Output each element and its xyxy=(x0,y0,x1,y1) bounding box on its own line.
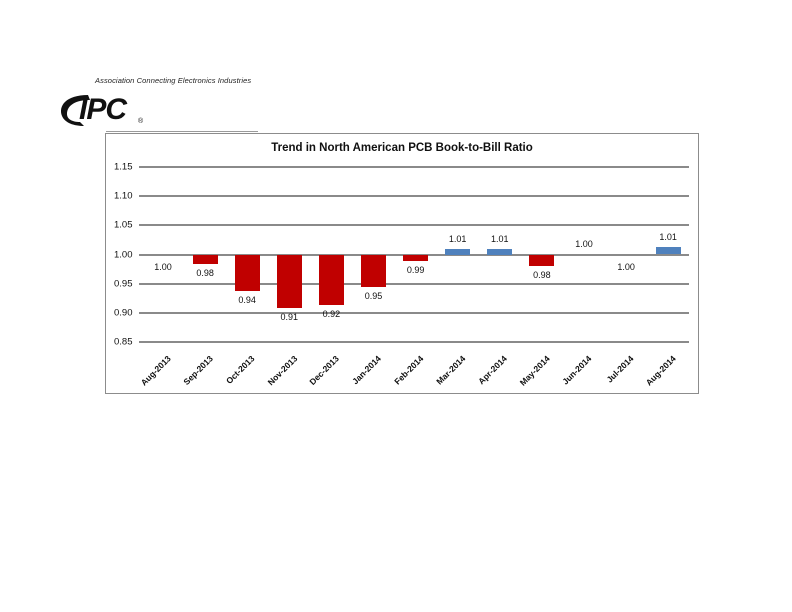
data-label: 0.91 xyxy=(280,311,299,322)
bar-apr-2014 xyxy=(487,249,513,255)
logo-divider xyxy=(106,131,258,132)
data-label: 1.01 xyxy=(659,231,677,242)
registered-mark: ® xyxy=(138,118,144,125)
x-tick-label: Feb-2014 xyxy=(392,353,426,387)
bar-feb-2014 xyxy=(403,254,429,261)
data-label: 0.98 xyxy=(533,270,551,281)
bar-jan-2014 xyxy=(361,254,386,288)
data-label: 1.01 xyxy=(448,234,467,245)
chart-title: Trend in North American PCB Book-to-Bill… xyxy=(271,142,533,154)
data-label: 0.99 xyxy=(406,264,425,275)
x-tick-label: Jul-2014 xyxy=(604,353,636,385)
x-tick-label: Jun-2014 xyxy=(560,353,594,387)
bar-may-2014 xyxy=(529,254,555,267)
x-tick-label: Oct-2013 xyxy=(224,353,257,386)
x-tick-label: Apr-2014 xyxy=(476,353,510,387)
y-tick-label: 0.95 xyxy=(114,278,133,290)
gridline xyxy=(139,195,689,198)
data-label: 1.01 xyxy=(491,234,509,245)
y-tick-label: 1.10 xyxy=(114,190,133,202)
x-tick-label: Sep-2013 xyxy=(181,353,215,387)
logo-tagline: Association Connecting Electronics Indus… xyxy=(95,76,252,85)
y-tick-label: 1.00 xyxy=(114,249,133,260)
y-tick-label: 1.05 xyxy=(114,219,133,231)
data-label: 0.98 xyxy=(196,268,214,279)
y-tick-label: 1.15 xyxy=(114,161,133,173)
gridline xyxy=(139,311,689,314)
y-tick-label: 0.85 xyxy=(114,336,133,348)
gridline xyxy=(139,282,689,285)
x-tick-label: Nov-2013 xyxy=(265,353,299,388)
chart: Trend in North American PCB Book-to-Bill… xyxy=(105,133,699,394)
x-tick-label: Aug-2013 xyxy=(138,353,173,388)
x-tick-label: Dec-2013 xyxy=(307,353,341,387)
y-tick-label: 0.90 xyxy=(114,307,133,319)
ipc-logo: Association Connecting Electronics Indus… xyxy=(58,74,258,132)
bar-oct-2013 xyxy=(234,254,260,292)
data-label: 0.95 xyxy=(364,291,383,302)
gridline xyxy=(139,341,689,343)
bar-sep-2013 xyxy=(192,254,218,265)
bar-mar-2014 xyxy=(445,249,471,255)
data-label: 1.00 xyxy=(617,261,635,272)
ipc-swoosh-icon xyxy=(61,95,90,126)
bar-aug-2014 xyxy=(655,246,681,255)
x-tick-label: Mar-2014 xyxy=(434,353,468,387)
bar-dec-2013 xyxy=(318,254,344,305)
x-tick-label: May-2014 xyxy=(517,353,552,388)
x-tick-label: Aug-2014 xyxy=(643,353,678,388)
data-label: 1.00 xyxy=(575,238,593,249)
logo-name: IPC xyxy=(79,93,127,126)
x-tick-label: Jan-2014 xyxy=(350,353,384,387)
gridline xyxy=(139,166,689,168)
data-label: 1.00 xyxy=(154,261,172,272)
gridline xyxy=(139,224,689,227)
data-label: 0.94 xyxy=(238,295,256,306)
bar-nov-2013 xyxy=(276,254,302,308)
data-label: 0.92 xyxy=(322,308,341,319)
